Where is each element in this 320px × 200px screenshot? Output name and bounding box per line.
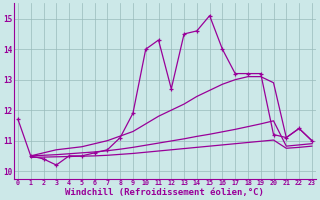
- X-axis label: Windchill (Refroidissement éolien,°C): Windchill (Refroidissement éolien,°C): [66, 188, 264, 197]
